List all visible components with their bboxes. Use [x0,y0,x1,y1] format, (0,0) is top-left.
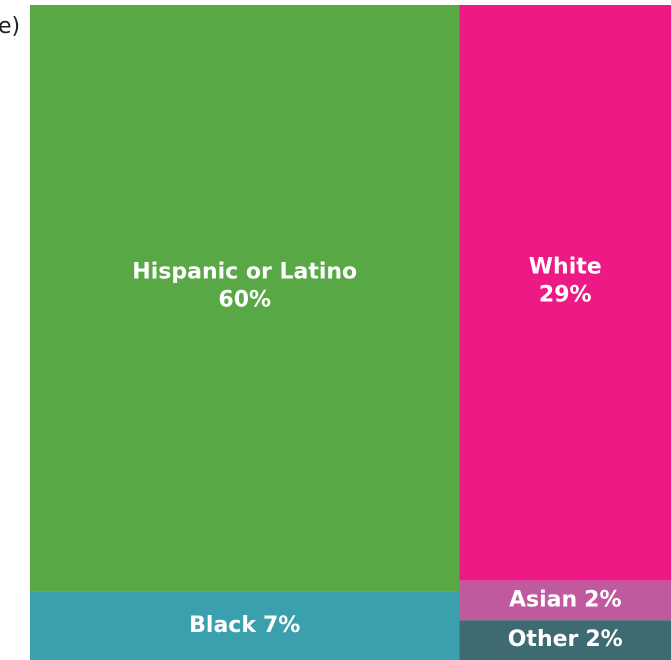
cell-label: Hispanic or Latino [132,260,357,285]
treemap-cell [459,620,671,660]
cell-value-label: 7% [263,613,300,638]
cell-value-label: 60% [218,288,271,313]
cell-label-group: Asian 2% [509,587,622,612]
treemap-cell [459,580,671,621]
treemap-cell [459,5,671,581]
cell-value-label: 2% [585,627,622,652]
cell-label: Other [508,627,579,652]
chart-title: e) [0,14,20,39]
cell-value-label: 2% [584,587,621,612]
cell-label: White [529,254,602,279]
cell-value-label: 29% [539,282,592,307]
cell-label: Asian [509,587,577,612]
cell-label-group: Other 2% [508,627,623,652]
cell-label-group: Black 7% [189,613,300,638]
cell-label: Black [189,613,257,638]
treemap-cell [30,5,460,592]
treemap-cell [30,591,460,660]
